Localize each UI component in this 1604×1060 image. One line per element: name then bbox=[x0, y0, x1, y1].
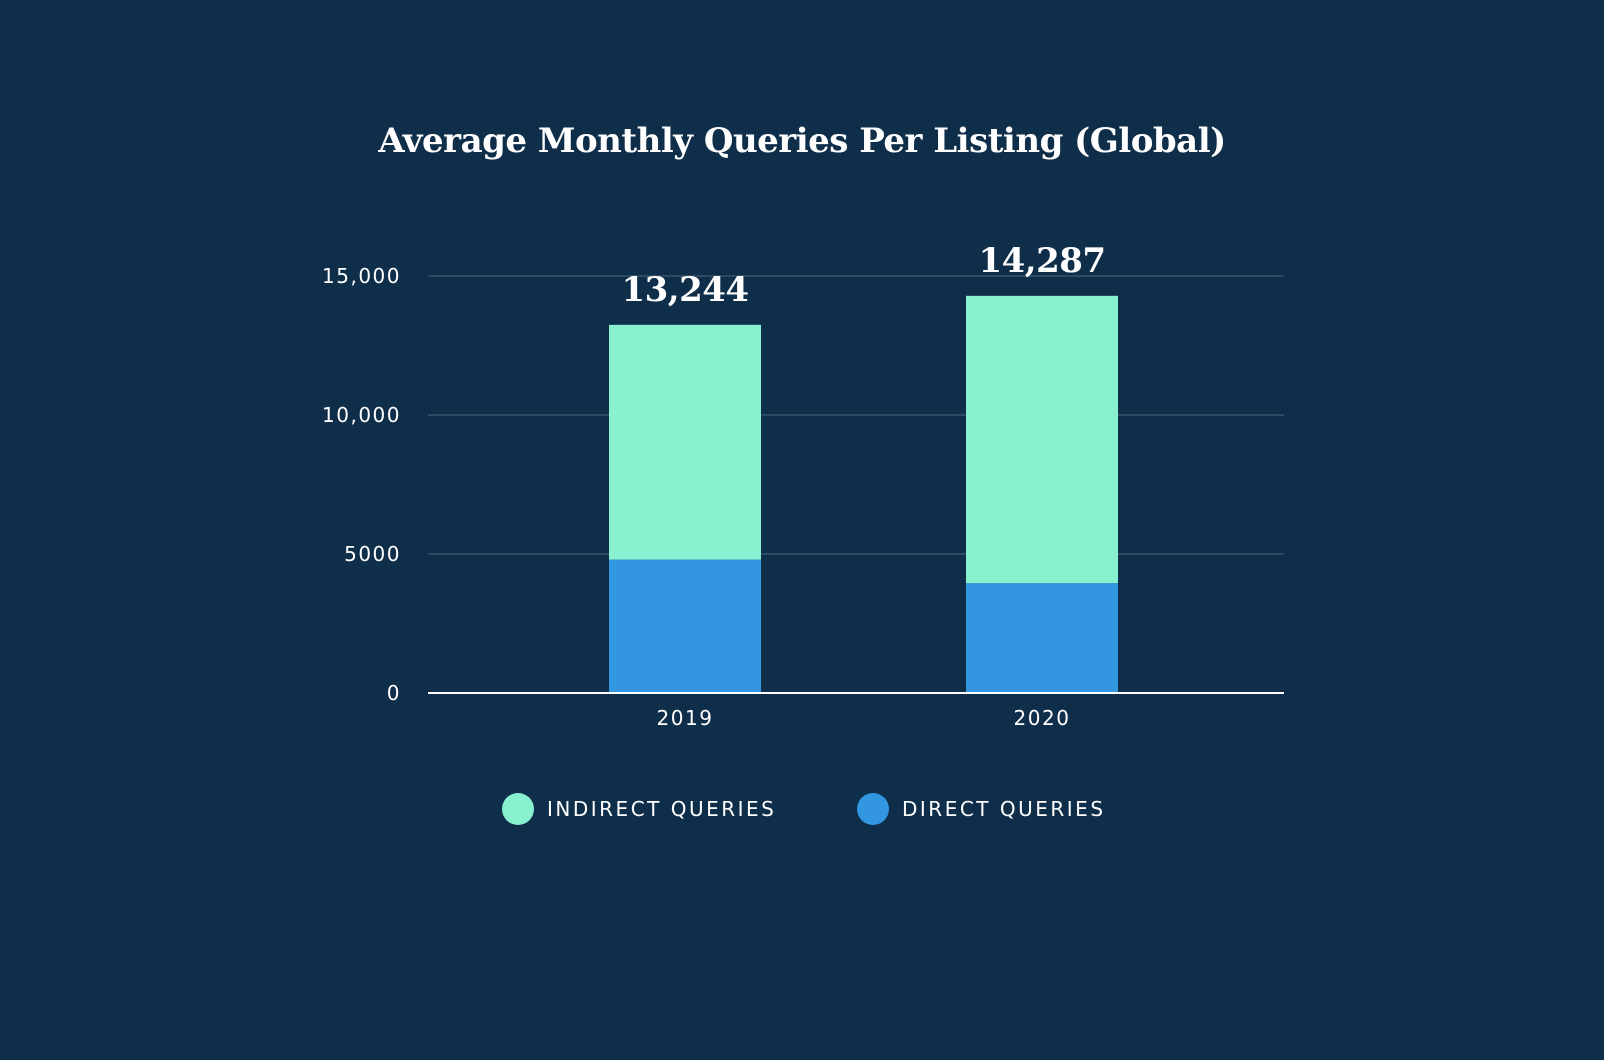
gridlines bbox=[428, 275, 1284, 555]
legend-swatch bbox=[857, 793, 889, 825]
bar-2019-indirect-queries bbox=[609, 324, 761, 560]
x-tick-label: 2019 bbox=[657, 706, 714, 730]
legend: INDIRECT QUERIES DIRECT QUERIES bbox=[502, 793, 1106, 825]
legend-label: INDIRECT QUERIES bbox=[547, 797, 776, 821]
chart-title: Average Monthly Queries Per Listing (Glo… bbox=[377, 121, 1225, 161]
bar-2020-direct-queries bbox=[966, 583, 1118, 693]
y-axis-ticks: 0 5000 10,000 15,000 bbox=[322, 264, 401, 705]
legend-label: DIRECT QUERIES bbox=[902, 797, 1106, 821]
y-tick-label: 0 bbox=[387, 681, 401, 705]
x-axis-ticks: 2019 2020 bbox=[657, 706, 1071, 730]
bar-totals: 13,244 14,287 bbox=[621, 241, 1106, 310]
x-tick-label: 2020 bbox=[1014, 706, 1071, 730]
bar-total-label: 13,244 bbox=[621, 270, 748, 310]
bar-2019-direct-queries bbox=[609, 559, 761, 693]
y-tick-label: 5000 bbox=[344, 542, 401, 566]
bars bbox=[609, 295, 1118, 693]
bar-2020-indirect-queries bbox=[966, 295, 1118, 584]
bar-total-label: 14,287 bbox=[978, 241, 1105, 281]
y-tick-label: 15,000 bbox=[322, 264, 401, 288]
y-tick-label: 10,000 bbox=[322, 403, 401, 427]
legend-swatch bbox=[502, 793, 534, 825]
